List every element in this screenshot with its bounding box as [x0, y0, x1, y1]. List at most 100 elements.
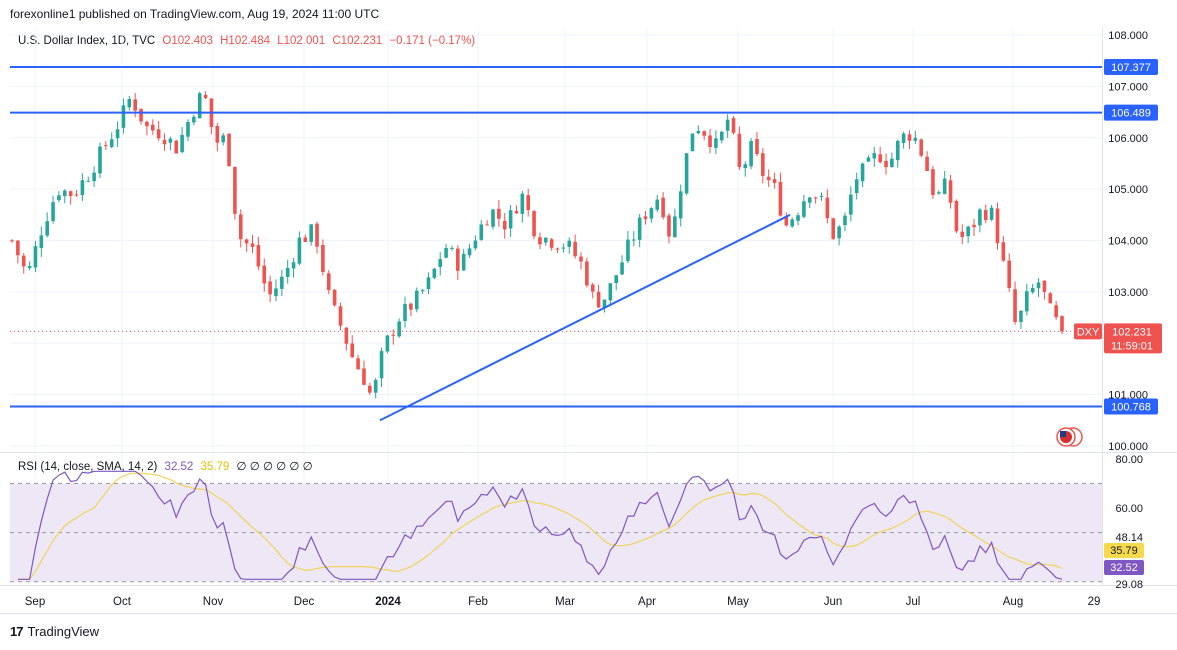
- candle-body: [461, 253, 466, 271]
- tradingview-footer[interactable]: 17 TradingView: [10, 624, 99, 639]
- rsi-placeholders: ∅ ∅ ∅ ∅ ∅ ∅: [236, 461, 313, 473]
- candle-body: [115, 129, 120, 139]
- candle-body: [397, 321, 401, 337]
- candle-body: [186, 121, 190, 137]
- candle-body: [326, 273, 331, 291]
- candle-body: [643, 216, 648, 220]
- candle-body: [901, 133, 906, 143]
- candle-body: [368, 385, 372, 393]
- candle-body: [203, 94, 208, 99]
- candle-body: [332, 289, 337, 306]
- candle-body: [274, 288, 278, 297]
- candle-body: [714, 138, 718, 148]
- candle-body: [1001, 242, 1006, 261]
- candle-body: [39, 235, 44, 248]
- candle-body: [280, 276, 284, 289]
- candle-body: [92, 172, 96, 182]
- candle-body: [937, 192, 941, 194]
- candle-body: [344, 327, 349, 344]
- candle-body: [497, 208, 501, 219]
- candle-body: [285, 267, 290, 277]
- candle-body: [1060, 316, 1064, 332]
- candle-body: [414, 290, 419, 310]
- candle-body: [813, 197, 818, 199]
- candle-body: [1030, 287, 1035, 293]
- time-tick-label: Feb: [468, 596, 488, 608]
- candle-body: [1054, 305, 1058, 318]
- candle-body: [860, 163, 865, 182]
- candle-body: [51, 202, 55, 222]
- price-axis[interactable]: 107.377 106.489 100.768 108.000 107.000 106.0…: [1074, 30, 1162, 453]
- candle-body: [321, 244, 325, 272]
- candle-body: [919, 139, 924, 156]
- candle-body: [256, 245, 261, 267]
- candle-body: [21, 255, 26, 267]
- candle-body: [80, 180, 85, 196]
- rsi-tick-label: 80.00: [1115, 454, 1143, 466]
- candle-body: [221, 135, 225, 143]
- candle-body: [807, 197, 812, 203]
- candle-body: [162, 139, 167, 145]
- horizontal-levels[interactable]: [10, 66, 1102, 422]
- candle-body: [602, 299, 607, 309]
- candle-body: [890, 158, 894, 167]
- candle-body: [872, 153, 877, 159]
- candle-body: [16, 240, 20, 256]
- price-tick-label: 101.000: [1108, 390, 1148, 402]
- candle-body: [948, 180, 953, 203]
- candle-body: [432, 268, 437, 278]
- candle-body: [907, 134, 912, 141]
- rsi-value-tag-label: 32.52: [1110, 562, 1138, 574]
- candle-body: [420, 290, 425, 292]
- candle-body: [109, 139, 114, 148]
- candle-body: [884, 160, 888, 168]
- candle-body: [737, 133, 742, 168]
- rsi-pane[interactable]: [10, 470, 1102, 583]
- rsi-value: 32.52: [164, 461, 194, 473]
- candle-body: [995, 208, 1000, 244]
- candle-body: [373, 380, 378, 393]
- candle-body: [150, 124, 155, 131]
- candle-body: [391, 334, 396, 336]
- time-axis[interactable]: Sep Oct Nov Dec 2024 Feb Mar Apr May Jun Jul Aug 29: [25, 596, 1101, 608]
- candle-body: [866, 157, 871, 162]
- candle-body: [385, 335, 390, 352]
- candle-body: [843, 215, 847, 226]
- candle-body: [156, 129, 161, 139]
- us-flag-icon[interactable]: [1056, 427, 1083, 447]
- candle-body: [708, 135, 712, 148]
- candle-body: [438, 259, 443, 267]
- candle-body: [68, 191, 73, 197]
- candle-body: [180, 134, 184, 153]
- candle-body: [831, 218, 836, 239]
- candle-body: [1025, 291, 1029, 312]
- candle-body: [661, 197, 665, 218]
- symbol-title[interactable]: U.S. Dollar Index, 1D, TVC: [18, 35, 156, 47]
- candle-body: [1007, 260, 1012, 288]
- candle-body: [854, 179, 859, 194]
- candle-body: [27, 266, 32, 269]
- candle-body: [966, 226, 970, 237]
- candle-body: [631, 239, 636, 241]
- candle-body: [731, 118, 736, 133]
- candle-body: [174, 140, 179, 154]
- symbol-tag: [1074, 323, 1102, 340]
- candle-body: [978, 209, 982, 226]
- low-value: L102.001: [277, 35, 326, 47]
- candle-body: [673, 216, 677, 237]
- rsi-title[interactable]: RSI (14, close, SMA, 14, 2): [18, 461, 158, 473]
- high-value: H102.484: [220, 35, 270, 47]
- ohlc-values: O102.403 H102.484 L102.001 C102.231 −0.1…: [158, 35, 475, 47]
- candle-body: [192, 116, 196, 123]
- candle-body: [878, 154, 882, 163]
- candle-body: [303, 237, 308, 242]
- time-tick-label: May: [727, 596, 749, 608]
- candle-body: [667, 215, 671, 237]
- symbol-legend[interactable]: U.S. Dollar Index, 1D, TVC O102.403 H102…: [18, 35, 475, 47]
- rsi-legend[interactable]: RSI (14, close, SMA, 14, 2) 32.52 35.79 …: [18, 459, 313, 473]
- candle-body: [761, 153, 765, 176]
- tradingview-logo-icon: 17: [10, 624, 24, 639]
- rsi-sma-line: [17, 472, 1063, 580]
- candle-body: [983, 210, 988, 221]
